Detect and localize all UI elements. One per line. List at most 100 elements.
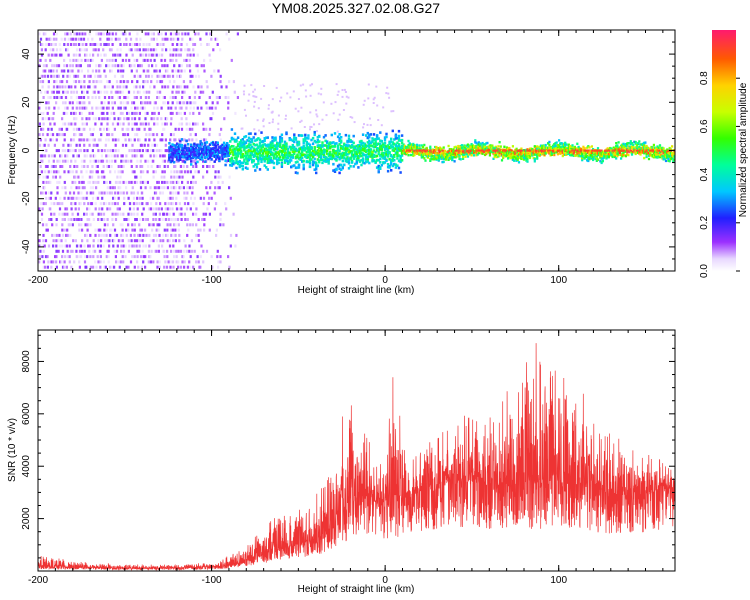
spectrogram-cell — [106, 191, 109, 195]
spectrogram-cell — [154, 101, 157, 105]
spectrogram-cell — [44, 170, 47, 174]
spectrogram-cell — [127, 223, 130, 227]
spectrogram-cell — [102, 244, 105, 248]
spectrogram-cell — [133, 228, 136, 232]
spectrogram-cell — [111, 149, 115, 153]
spectrogram-cell — [482, 149, 485, 152]
spectrogram-cell — [336, 152, 340, 155]
spectrogram-cell — [221, 148, 224, 152]
spectrogram-cell — [533, 151, 536, 154]
spectrogram-cell — [172, 191, 175, 195]
spectrogram-cell — [60, 127, 63, 131]
spectrogram-cell — [133, 138, 136, 142]
spectrogram-cell — [215, 96, 218, 99]
spectrogram-cell — [57, 249, 60, 253]
spectrogram-cell — [102, 127, 106, 131]
spectrogram-cell — [283, 143, 287, 146]
spectrogram-cell — [186, 157, 190, 161]
spectrogram-cell — [77, 154, 80, 158]
spectrogram-cell — [175, 196, 178, 200]
spectrogram-cell — [47, 207, 51, 211]
spectrogram-cell — [128, 202, 132, 206]
spectrogram-cell — [178, 43, 181, 46]
spectrogram-cell — [80, 170, 83, 174]
spectrogram-cell — [133, 64, 136, 68]
spectrogram-cell — [72, 196, 75, 200]
spectrogram-cell — [191, 150, 194, 153]
spectrogram-cell — [138, 111, 141, 115]
spectrogram-cell — [297, 166, 301, 169]
spectrogram-cell — [197, 147, 201, 151]
spectrogram-cell — [505, 149, 508, 152]
spectrogram-cell — [138, 90, 141, 94]
spectrogram-cell — [122, 101, 125, 105]
spectrogram-cell — [139, 233, 142, 237]
spectrogram-cell — [249, 151, 252, 155]
spectrogram-cell — [294, 147, 298, 151]
spectrogram-cell — [67, 69, 70, 73]
spectrogram-cell — [358, 140, 362, 143]
spectrogram-cell — [155, 207, 158, 211]
spectrogram-cell — [177, 48, 180, 52]
spectrogram-cell — [177, 32, 181, 36]
spectrogram-cell — [322, 101, 325, 104]
spectrogram-cell — [66, 228, 69, 232]
spectrogram-cell — [304, 146, 307, 150]
spectrogram-cell — [354, 150, 357, 153]
spectrogram-cell — [414, 149, 417, 153]
spectrogram-cell — [265, 151, 268, 154]
spectrogram-cell — [290, 138, 293, 141]
spectrogram-cell — [313, 153, 316, 156]
spectrogram-cell — [186, 265, 189, 269]
spectrogram-cell — [197, 170, 200, 174]
spectrogram-cell — [147, 159, 150, 163]
spectrogram-cell — [50, 212, 53, 216]
spectrogram-cell — [94, 228, 97, 232]
spectrogram-cell — [141, 101, 144, 105]
spectrogram-cell — [440, 147, 443, 151]
spectrogram-cell — [74, 180, 77, 184]
spectrogram-cell — [150, 249, 153, 253]
spectrogram-cell — [199, 143, 202, 147]
spectrogram-cell — [199, 196, 202, 200]
spectrogram-cell — [174, 239, 177, 243]
spectrogram-cell — [120, 165, 123, 168]
spectrogram-cell — [96, 53, 100, 57]
spectrogram-cell — [59, 165, 62, 168]
spectrogram-cell — [188, 122, 191, 126]
spectrogram-cell — [191, 147, 194, 151]
spectrogram-cell — [116, 53, 119, 57]
spectrogram-cell — [379, 145, 382, 149]
spectrogram-cell — [50, 154, 53, 158]
spectrogram-cell — [441, 156, 444, 160]
spectrogram-cell — [199, 140, 202, 143]
spectrogram-cell — [352, 153, 355, 157]
spectrogram-cell — [58, 207, 62, 211]
spectrogram-cell — [288, 138, 291, 142]
spectrogram-cell — [448, 149, 451, 152]
spectrogram-cell — [109, 149, 112, 153]
spectrogram-cell — [327, 144, 330, 148]
spectrogram-cell — [42, 175, 45, 179]
spectrogram-cell — [430, 157, 433, 161]
spectrogram-cell — [183, 101, 186, 105]
spectrogram-cell — [177, 145, 180, 148]
spectrogram-cell — [260, 140, 263, 143]
spectrogram-cell — [463, 146, 466, 149]
spectrogram-cell — [134, 106, 137, 110]
spectrogram-cell — [139, 64, 142, 68]
spectrogram-cell — [87, 244, 90, 248]
spectrogram-cell — [194, 32, 197, 36]
spectrogram-cell — [172, 152, 176, 156]
spectrogram-cell — [108, 96, 111, 99]
spectrogram-cell — [457, 148, 460, 151]
spectrogram-cell — [481, 141, 484, 145]
spectrogram-cell — [141, 191, 144, 195]
spectrogram-cell — [132, 191, 136, 195]
spectrogram-cell — [55, 223, 58, 227]
spectrogram-cell — [177, 69, 180, 73]
spectrogram-cell — [142, 48, 145, 52]
spectrogram-cell — [74, 85, 77, 89]
spectrogram-cell — [457, 151, 460, 155]
spectrogram-cell — [46, 228, 49, 232]
